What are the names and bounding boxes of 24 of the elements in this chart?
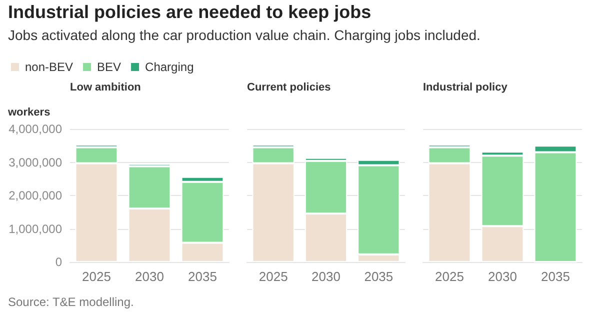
chart-title: Industrial policy [423, 82, 508, 94]
x-tick-label: 2030 [135, 269, 164, 284]
x-tick-label: 2025 [258, 269, 288, 284]
x-tick-label: 2035 [541, 269, 570, 284]
legend-label: Charging [145, 60, 194, 74]
x-tick-label: 2025 [82, 269, 111, 284]
x-tick-label: 2030 [312, 269, 340, 284]
y-tick-label: 4,000,000 [8, 122, 62, 136]
chart-title: Current policies [247, 82, 331, 94]
y-tick-label: 0 [55, 255, 62, 269]
x-tick-label: 2035 [188, 269, 217, 284]
text: Jobs activated along the car production value chain. Charging jobs included. [8, 27, 480, 43]
text: Industrial policies are needed to keep jobs [8, 2, 372, 23]
legend-label: BEV [97, 60, 122, 74]
y-axis-title: workers [7, 106, 50, 118]
chart-title: Low ambition [70, 82, 142, 94]
x-tick-label: 2035 [364, 269, 394, 284]
y-tick-label: 2,000,000 [8, 188, 62, 202]
legend-label: non-BEV [25, 60, 74, 74]
y-tick-label: 3,000,000 [8, 155, 62, 170]
y-tick-label: 1,000,000 [8, 222, 62, 236]
x-tick-label: 2030 [488, 269, 517, 284]
x-tick-label: 2025 [435, 269, 464, 284]
source-note: Source: T&E modelling. [8, 295, 134, 309]
